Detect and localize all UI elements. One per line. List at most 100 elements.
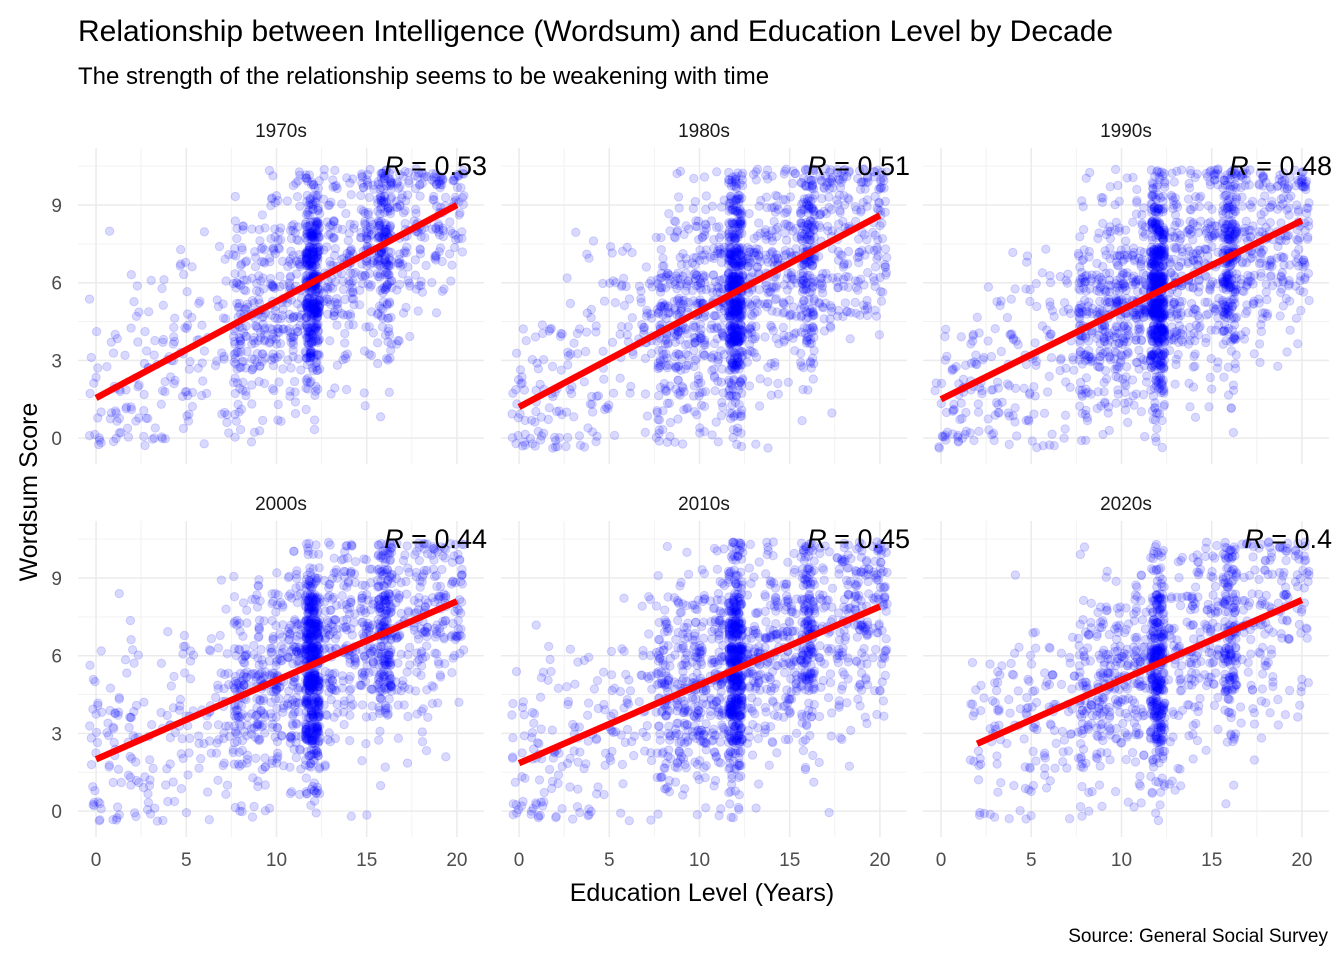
data-point: [307, 336, 317, 347]
data-point: [91, 372, 101, 382]
data-point: [1227, 325, 1238, 335]
data-point: [810, 210, 820, 220]
data-point: [122, 423, 133, 433]
data-point: [823, 221, 833, 232]
data-point: [324, 222, 334, 232]
data-point: [1069, 365, 1079, 375]
data-point: [1120, 405, 1131, 415]
data-point: [658, 253, 668, 263]
data-point: [587, 407, 598, 417]
data-point: [1104, 268, 1115, 278]
data-point: [306, 287, 317, 298]
data-point: [571, 227, 581, 238]
data-point: [732, 193, 743, 203]
data-point: [288, 345, 298, 356]
data-point: [305, 378, 315, 388]
data-point: [310, 236, 320, 246]
data-point: [361, 234, 372, 244]
data-point: [788, 226, 798, 236]
data-point: [755, 374, 765, 384]
data-point: [751, 352, 762, 362]
data-point: [147, 434, 158, 444]
data-point: [1134, 345, 1144, 355]
data-point: [700, 250, 710, 260]
data-point: [374, 260, 385, 270]
data-point: [383, 261, 394, 271]
data-point: [308, 179, 319, 190]
data-point: [366, 350, 377, 361]
data-point: [766, 390, 776, 400]
data-point: [350, 267, 360, 278]
data-point: [711, 222, 722, 233]
data-point: [146, 275, 156, 286]
data-point: [1105, 355, 1116, 365]
data-point: [385, 180, 395, 190]
data-point: [738, 270, 748, 280]
data-point: [235, 336, 246, 346]
data-point: [305, 217, 316, 227]
data-point: [313, 205, 323, 216]
data-point: [187, 401, 198, 412]
data-point: [627, 247, 637, 258]
data-point: [607, 337, 618, 347]
data-point: [695, 283, 706, 293]
data-point: [737, 375, 747, 385]
data-point: [308, 217, 319, 227]
data-point: [672, 227, 682, 237]
data-point: [746, 258, 756, 268]
data-point: [732, 247, 742, 257]
data-point: [236, 404, 247, 414]
data-point: [357, 172, 368, 183]
data-point: [301, 404, 311, 415]
data-point: [856, 205, 866, 215]
data-point: [140, 326, 150, 337]
data-point: [377, 198, 387, 208]
data-point: [717, 328, 728, 339]
data-point: [340, 338, 350, 348]
data-point: [651, 432, 661, 443]
data-point: [1056, 353, 1066, 364]
data-point: [232, 223, 242, 234]
data-point: [713, 357, 723, 367]
data-point: [972, 312, 982, 322]
data-point: [312, 217, 322, 227]
data-point: [86, 352, 97, 363]
data-point: [683, 350, 693, 361]
data-point: [579, 377, 589, 387]
data-point: [1110, 164, 1121, 175]
data-point: [934, 442, 944, 452]
data-point: [345, 246, 355, 257]
data-point: [563, 360, 573, 370]
data-point: [600, 404, 610, 415]
data-point: [403, 167, 414, 178]
data-point: [373, 206, 383, 216]
data-point: [1022, 251, 1033, 261]
data-point: [517, 441, 528, 451]
data-point: [773, 222, 783, 233]
facet-strip-label: 1990s: [1100, 121, 1152, 142]
data-point: [304, 261, 314, 271]
data-point: [372, 338, 383, 348]
data-point: [374, 232, 384, 242]
data-point: [268, 280, 278, 290]
data-point: [659, 378, 669, 389]
data-point: [143, 413, 153, 424]
data-point: [236, 347, 246, 357]
data-point: [996, 346, 1006, 357]
data-point: [93, 363, 103, 373]
data-point: [434, 221, 444, 231]
data-point: [1183, 194, 1194, 204]
data-point: [239, 328, 249, 338]
data-point: [308, 243, 318, 253]
data-point: [616, 321, 627, 332]
data-point: [194, 298, 204, 309]
data-point: [657, 283, 667, 293]
data-point: [411, 208, 421, 219]
data-point: [625, 388, 635, 398]
data-point: [235, 424, 246, 435]
data-point: [386, 345, 396, 355]
data-point: [342, 248, 352, 259]
data-point: [333, 298, 343, 309]
data-point: [764, 230, 774, 240]
data-point: [247, 273, 257, 283]
